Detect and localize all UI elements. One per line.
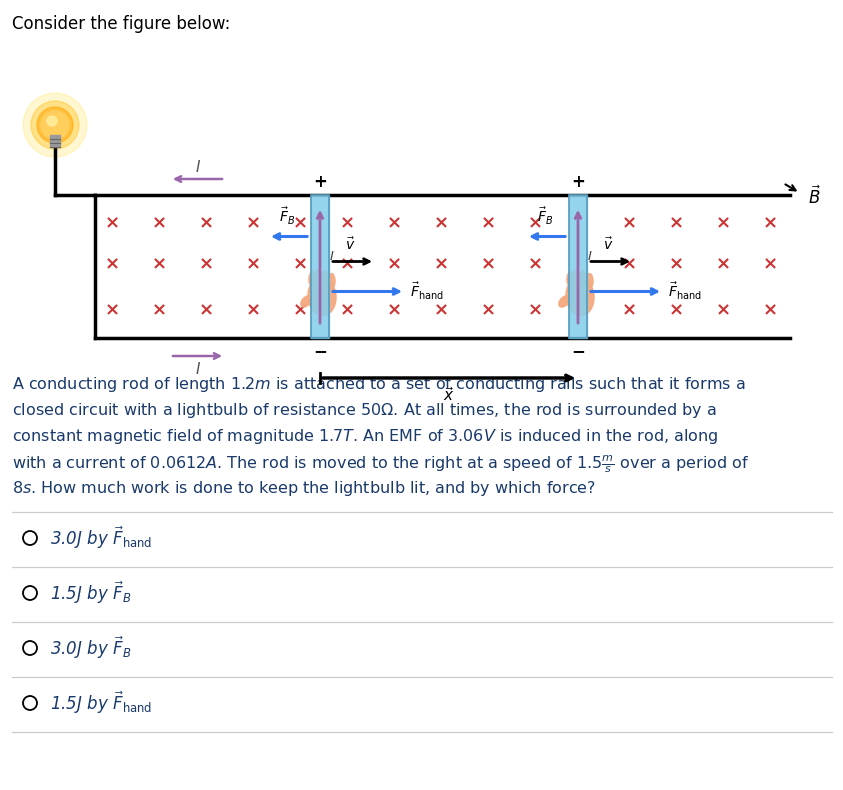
Text: ×: × xyxy=(433,301,448,319)
Text: ×: × xyxy=(293,214,308,232)
Text: ×: × xyxy=(716,214,731,232)
Text: ×: × xyxy=(105,214,120,232)
Ellipse shape xyxy=(308,277,336,315)
Text: constant magnetic field of magnitude 1.7$T$. An EMF of 3.06$V$ is induced in the: constant magnetic field of magnitude 1.7… xyxy=(12,427,718,446)
Text: $\vec{F}_B$: $\vec{F}_B$ xyxy=(537,205,553,227)
Ellipse shape xyxy=(301,296,311,307)
Text: $\vec{v}$: $\vec{v}$ xyxy=(603,237,613,254)
Text: +: + xyxy=(571,173,585,191)
Circle shape xyxy=(47,116,57,126)
Text: $\vec{v}$: $\vec{v}$ xyxy=(345,237,355,254)
Text: ×: × xyxy=(621,255,636,273)
Text: −: − xyxy=(313,342,327,360)
Text: ×: × xyxy=(621,301,636,319)
Text: ×: × xyxy=(433,255,448,273)
Text: 3.0$J$ by $\vec{F}_B$: 3.0$J$ by $\vec{F}_B$ xyxy=(50,634,132,661)
Text: ×: × xyxy=(340,255,355,273)
Text: ×: × xyxy=(528,301,543,319)
Text: ×: × xyxy=(668,301,684,319)
Text: 1.5$J$ by $\vec{F}_{\rm hand}$: 1.5$J$ by $\vec{F}_{\rm hand}$ xyxy=(50,690,153,717)
Text: $I$: $I$ xyxy=(195,159,201,175)
Text: $\vec{x}$: $\vec{x}$ xyxy=(443,386,454,404)
Ellipse shape xyxy=(573,269,579,284)
Text: ×: × xyxy=(481,255,496,273)
Text: ×: × xyxy=(481,301,496,319)
Text: $\vec{B}$: $\vec{B}$ xyxy=(808,186,821,209)
Text: ×: × xyxy=(762,301,777,319)
Text: with a current of 0.0612$A$. The rod is moved to the right at a speed of 1.5$\fr: with a current of 0.0612$A$. The rod is … xyxy=(12,453,749,475)
Ellipse shape xyxy=(566,277,594,315)
Text: ×: × xyxy=(198,301,213,319)
Text: +: + xyxy=(313,173,327,191)
Text: ×: × xyxy=(528,214,543,232)
Text: ×: × xyxy=(762,255,777,273)
Text: ×: × xyxy=(481,214,496,232)
Circle shape xyxy=(37,107,73,143)
Text: Consider the figure below:: Consider the figure below: xyxy=(12,15,230,33)
Text: ×: × xyxy=(245,214,260,232)
Text: 3.0$J$ by $\vec{F}_{\rm hand}$: 3.0$J$ by $\vec{F}_{\rm hand}$ xyxy=(50,525,153,551)
Text: $\vec{F}_B$: $\vec{F}_B$ xyxy=(279,205,295,227)
Text: A conducting rod of length 1.2$m$ is attached to a set of conducting rails such : A conducting rod of length 1.2$m$ is att… xyxy=(12,375,745,394)
Text: ×: × xyxy=(152,255,167,273)
Ellipse shape xyxy=(567,272,573,285)
Text: ×: × xyxy=(152,214,167,232)
Ellipse shape xyxy=(309,272,315,285)
Text: $\vec{F}_{\rm hand}$: $\vec{F}_{\rm hand}$ xyxy=(410,281,443,302)
Ellipse shape xyxy=(559,296,569,307)
Ellipse shape xyxy=(315,269,321,284)
Text: 8$s$. How much work is done to keep the lightbulb lit, and by which force?: 8$s$. How much work is done to keep the … xyxy=(12,479,596,498)
Text: ×: × xyxy=(668,255,684,273)
Ellipse shape xyxy=(329,273,335,288)
Text: ×: × xyxy=(386,255,401,273)
Bar xyxy=(311,195,329,338)
Bar xyxy=(569,195,587,338)
Text: $\vec{F}_{\rm hand}$: $\vec{F}_{\rm hand}$ xyxy=(668,281,701,302)
Text: closed circuit with a lightbulb of resistance 50$\Omega$. At all times, the rod : closed circuit with a lightbulb of resis… xyxy=(12,401,717,420)
Ellipse shape xyxy=(587,273,593,288)
Text: $I$: $I$ xyxy=(587,250,593,263)
Bar xyxy=(569,195,587,338)
Text: $I$: $I$ xyxy=(195,361,201,377)
Circle shape xyxy=(31,101,79,149)
Text: ×: × xyxy=(152,301,167,319)
Ellipse shape xyxy=(580,270,586,284)
Bar xyxy=(50,135,60,147)
Text: ×: × xyxy=(245,255,260,273)
Text: ×: × xyxy=(105,301,120,319)
Text: ×: × xyxy=(340,301,355,319)
Text: ×: × xyxy=(340,214,355,232)
Text: ×: × xyxy=(198,214,213,232)
Text: $I$: $I$ xyxy=(329,250,335,263)
Text: ×: × xyxy=(386,214,401,232)
Circle shape xyxy=(41,111,69,139)
Text: ×: × xyxy=(293,301,308,319)
Text: ×: × xyxy=(668,214,684,232)
Text: ×: × xyxy=(716,255,731,273)
Text: ×: × xyxy=(198,255,213,273)
Text: 1.5$J$ by $\vec{F}_B$: 1.5$J$ by $\vec{F}_B$ xyxy=(50,580,132,606)
Text: ×: × xyxy=(433,214,448,232)
Text: ×: × xyxy=(105,255,120,273)
Ellipse shape xyxy=(322,270,328,284)
Text: −: − xyxy=(571,342,585,360)
Text: ×: × xyxy=(762,214,777,232)
Text: ×: × xyxy=(621,214,636,232)
Bar xyxy=(311,195,329,338)
Text: ×: × xyxy=(386,301,401,319)
Text: ×: × xyxy=(528,255,543,273)
Text: ×: × xyxy=(245,301,260,319)
Text: ×: × xyxy=(716,301,731,319)
Circle shape xyxy=(23,93,87,157)
Text: ×: × xyxy=(293,255,308,273)
